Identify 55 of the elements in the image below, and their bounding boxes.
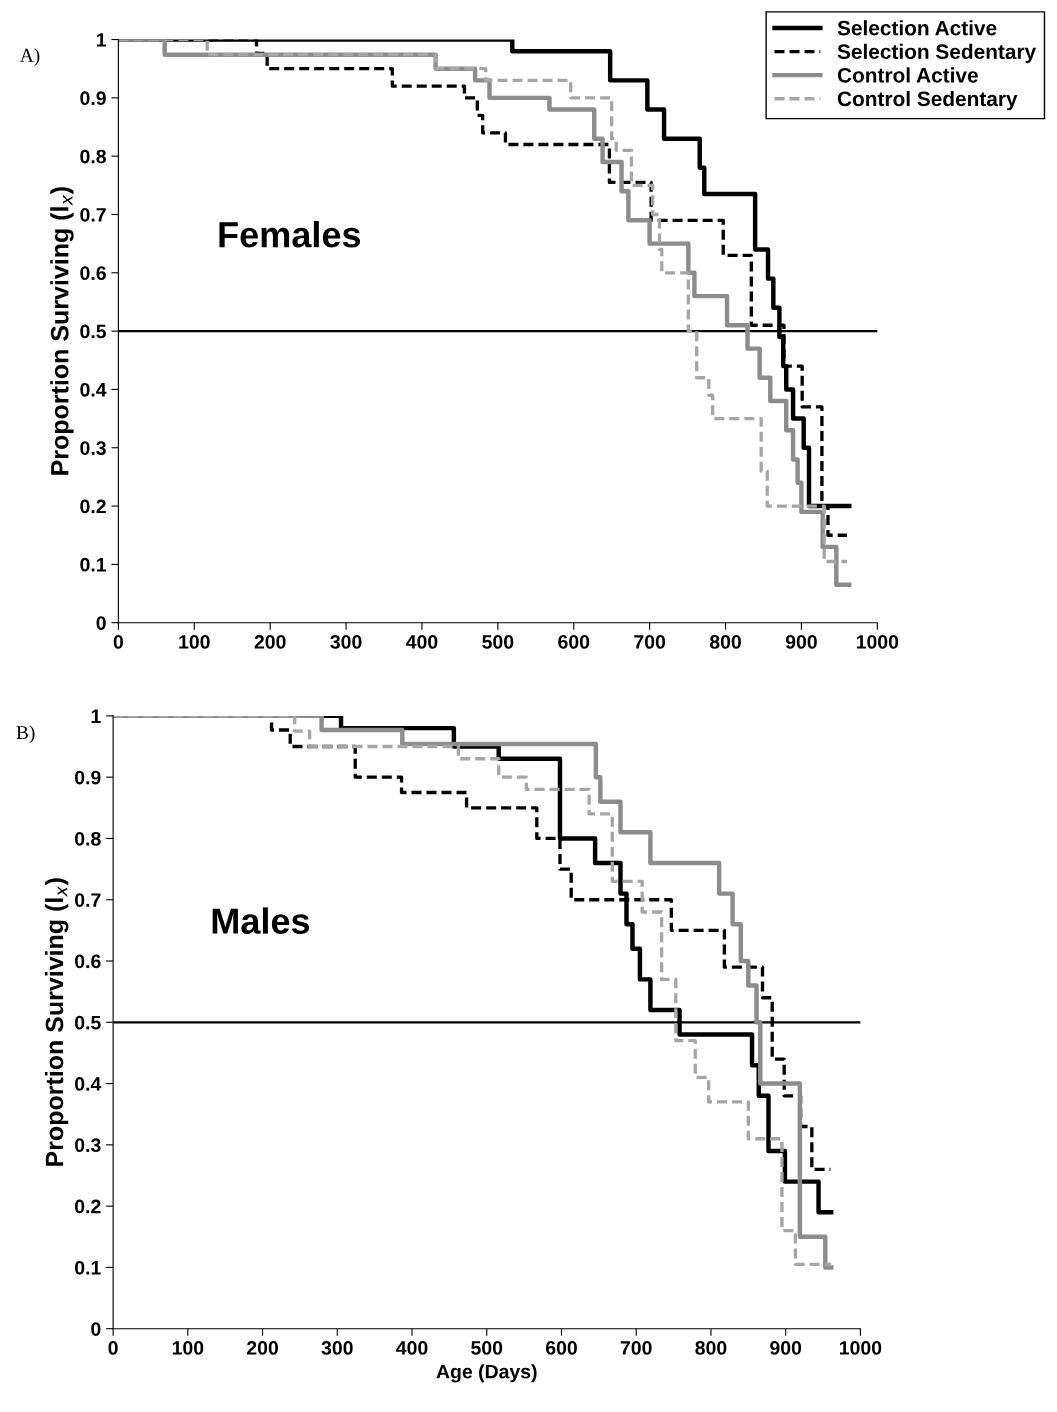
- y-tick-label: 0.2: [75, 1199, 101, 1214]
- x-tick-label: 900: [785, 635, 817, 649]
- y-tick-label: 0.3: [80, 441, 106, 456]
- x-tick-label: 900: [770, 1341, 802, 1355]
- text: A): [19, 48, 40, 66]
- y-tick-label: 0: [91, 1322, 101, 1336]
- y-axis-title: Proportion Surviving (l$_{x}$): [44, 878, 69, 1166]
- x-tick-label: 600: [558, 635, 590, 649]
- y-tick-label: 0.4: [75, 1077, 102, 1091]
- y-tick-label: 0.9: [75, 770, 101, 785]
- y-tick-label: 0.1: [80, 557, 107, 572]
- x-tick-label: 800: [695, 1341, 727, 1355]
- x-tick-label: 500: [482, 635, 514, 649]
- annotation: Females: [219, 220, 361, 248]
- y-tick-label: 0.3: [75, 1138, 101, 1153]
- y-tick-label: 0.7: [80, 207, 106, 222]
- y-axis-title: Proportion Surviving (l$_{x}$): [50, 187, 74, 475]
- y-tick-label: 0.7: [75, 893, 101, 907]
- y-tick-label: 0.1: [75, 1260, 101, 1275]
- x-tick-label: 600: [545, 1341, 577, 1355]
- y-tick-label: 0.8: [80, 149, 106, 164]
- legend-label: Selection Sedentary: [837, 43, 1037, 64]
- x-tick-label: 400: [406, 635, 438, 649]
- x-axis-title: Age (Days): [436, 1364, 537, 1383]
- y-tick-label: 0: [96, 616, 106, 630]
- y-tick-label: 0.5: [75, 1015, 101, 1030]
- x-tick-label: 300: [330, 635, 362, 649]
- y-tick-label: 0.6: [75, 954, 101, 969]
- x-tick-label: 500: [471, 1341, 503, 1355]
- x-tick-label: 200: [254, 635, 286, 649]
- legend-label: Selection Active: [837, 20, 997, 36]
- legend-label: Control Active: [837, 67, 978, 83]
- x-tick-label: 100: [179, 635, 210, 649]
- x-tick-label: 700: [620, 1341, 652, 1355]
- x-tick-label: 0: [108, 1341, 118, 1355]
- y-tick-label: 1: [96, 33, 107, 47]
- x-tick-label: 700: [634, 635, 666, 649]
- y-tick-label: 0.4: [80, 382, 107, 397]
- y-tick-label: 0.9: [80, 91, 106, 106]
- y-tick-label: 1: [91, 709, 101, 723]
- y-tick-label: 0.2: [80, 499, 106, 514]
- x-tick-label: 300: [321, 1341, 353, 1355]
- legend-label: Control Sedentary: [837, 90, 1018, 111]
- x-tick-label: 400: [396, 1341, 428, 1355]
- y-tick-label: 0.8: [75, 831, 101, 846]
- x-tick-label: 1000: [856, 635, 899, 649]
- x-tick-label: 100: [172, 1341, 204, 1355]
- x-tick-label: 0: [113, 635, 123, 649]
- x-tick-label: 1000: [840, 1341, 882, 1355]
- x-tick-label: 800: [709, 635, 741, 649]
- text: B): [16, 725, 35, 744]
- y-tick-label: 0.5: [80, 324, 107, 339]
- y-tick-label: 0.6: [80, 266, 106, 281]
- annotation: Males: [212, 907, 310, 934]
- x-tick-label: 200: [247, 1341, 278, 1355]
